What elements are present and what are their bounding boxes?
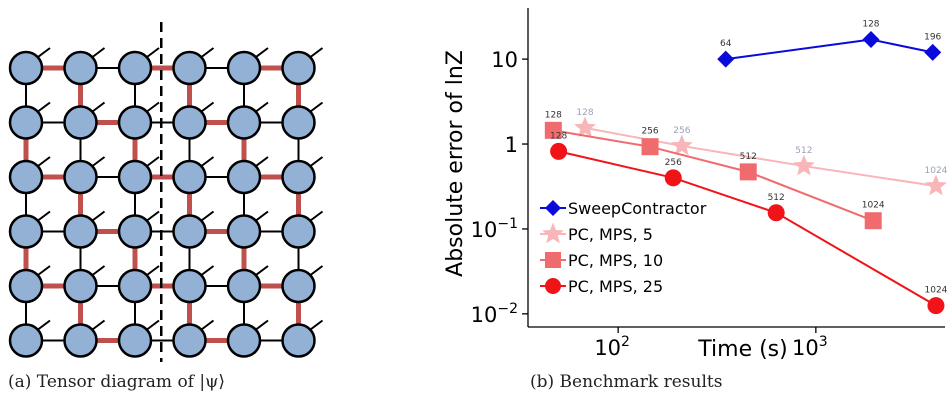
data-label: 512 (740, 152, 757, 162)
tensor-node (172, 268, 207, 304)
series-line (584, 126, 937, 188)
x-tick-label: 103 (792, 334, 828, 360)
y-tick-label: 10 (491, 48, 518, 72)
series-line (558, 150, 937, 307)
tensor-node (281, 323, 316, 358)
data-point (767, 204, 785, 222)
data-point (641, 138, 659, 156)
tensor-node (226, 268, 262, 304)
tensor-node (8, 323, 44, 358)
caption-benchmark-results: (b) Benchmark results (530, 372, 723, 392)
data-point (793, 154, 815, 176)
data-label: 1024 (862, 201, 885, 211)
x-tick-label: 102 (594, 334, 630, 360)
tensor-node (226, 105, 262, 140)
tensor-node (63, 159, 98, 195)
data-label: 128 (576, 108, 593, 118)
caption-tensor-diagram: (a) Tensor diagram of |ψ⟩ (8, 372, 226, 392)
y-tick-label: 10−1 (471, 216, 518, 242)
tensor-node (117, 159, 153, 195)
data-point (864, 212, 882, 230)
tensor-node (226, 323, 262, 358)
data-point (717, 50, 735, 68)
data-label: 1024 (925, 286, 948, 296)
series-line (553, 129, 874, 222)
legend-marker (545, 200, 561, 216)
data-point (544, 121, 562, 139)
tensor-node (117, 105, 153, 140)
tensor-node (172, 159, 207, 195)
data-point (739, 163, 757, 181)
tensor-node (172, 50, 207, 86)
tensor-node (8, 268, 44, 304)
data-label: 1024 (925, 166, 948, 176)
data-label: 512 (795, 146, 812, 156)
y-axis-label: Absolute error of lnZ (443, 50, 468, 277)
tensor-node (172, 105, 207, 140)
legend-entry: PC, MPS, 25 (568, 277, 663, 296)
tensor-node (8, 105, 44, 140)
series-pc-mps-5: 128 256 512 1024 (574, 108, 948, 196)
data-point (664, 169, 682, 187)
data-point (574, 116, 596, 138)
tensor-node (172, 323, 207, 358)
y-tick-label: 10−2 (471, 301, 518, 327)
y-tick-label: 1 (505, 133, 518, 157)
legend-entry: PC, MPS, 10 (568, 251, 663, 270)
tensor-node (172, 214, 207, 249)
series-pc-mps-25: 128 256 512 1024 (550, 131, 948, 315)
series-pc-mps-10: 128 256 512 1024 (544, 110, 885, 230)
tensor-node (8, 159, 44, 195)
tensor-node (226, 50, 262, 86)
tensor-node (281, 214, 316, 249)
data-label: 512 (768, 193, 785, 203)
tensor-node (63, 268, 98, 304)
x-axis-label: Time (s) (697, 337, 787, 362)
legend-marker (545, 252, 561, 268)
tensor-node (8, 214, 44, 249)
data-point (924, 43, 942, 61)
tensor-node (117, 214, 153, 249)
legend-entry: PC, MPS, 5 (568, 225, 653, 244)
legend-entry: SweepContractor (568, 199, 707, 218)
tensor-node (63, 323, 98, 358)
series-line (725, 38, 933, 61)
legend-marker (545, 278, 561, 294)
data-point (670, 134, 693, 156)
data-point (927, 297, 945, 315)
tensor-node (281, 268, 316, 304)
data-label: 128 (550, 131, 567, 141)
data-label: 256 (673, 126, 690, 136)
tensor-node (8, 50, 44, 86)
data-label: 196 (924, 32, 941, 42)
tensor-node (117, 323, 153, 358)
tensor-node (226, 159, 262, 195)
tensor-node (281, 105, 316, 140)
data-point (862, 31, 880, 49)
data-label: 128 (545, 110, 562, 120)
tensor-node (117, 50, 153, 86)
tensor-node (63, 105, 98, 140)
tensor-node (63, 214, 98, 249)
tensor-node (63, 50, 98, 86)
tensor-node (281, 159, 316, 195)
tensor-node (281, 50, 316, 86)
tensor-node (117, 268, 153, 304)
data-point (925, 174, 947, 196)
tensor-node (226, 214, 262, 249)
data-label: 128 (862, 20, 879, 30)
data-point (550, 142, 568, 160)
data-label: 256 (665, 158, 682, 168)
data-label: 64 (720, 39, 732, 49)
data-label: 256 (641, 127, 658, 137)
legend: SweepContractor PC, MPS, 5 PC, MPS, 10 PC, … (540, 199, 707, 296)
series-sweepcontractor: 64 128 196 (717, 20, 942, 68)
legend-marker (542, 222, 564, 244)
